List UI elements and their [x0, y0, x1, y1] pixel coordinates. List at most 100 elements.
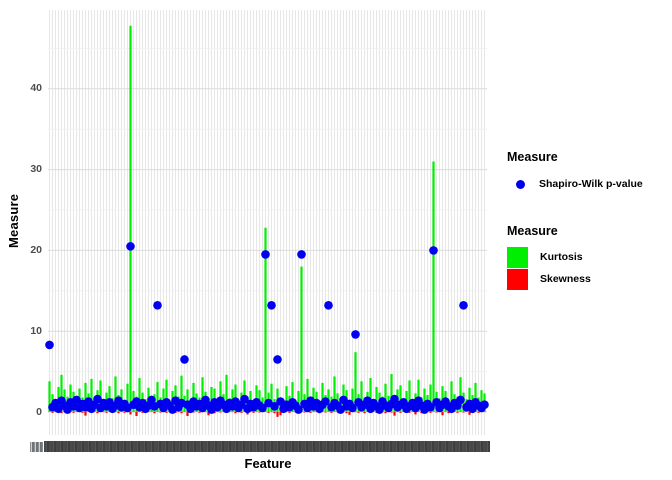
skewness-bar [219, 412, 222, 413]
kurtosis-bar [423, 388, 426, 412]
skewness-bar [180, 412, 183, 414]
kurtosis-bar [60, 374, 63, 412]
legend-fill: Measure [507, 224, 558, 238]
skewness-bar [240, 412, 243, 413]
shapiro-point [429, 246, 438, 255]
skewness-bar [198, 412, 201, 413]
legend-item-skewness: Skewness [540, 273, 591, 285]
skewness-bar [384, 412, 387, 414]
kurtosis-bar [474, 382, 477, 412]
kurtosis-bar [351, 388, 354, 412]
skewness-bar [288, 412, 291, 413]
shapiro-point [273, 355, 282, 364]
skewness-bar [153, 412, 156, 414]
y-tick-label: 30 [30, 163, 42, 176]
kurtosis-bar [264, 227, 267, 412]
legend-item-shapiro: Shapiro-Wilk p-value [539, 178, 643, 190]
x-axis-tick-labels-strip [44, 441, 490, 452]
skewness-bar [117, 412, 120, 414]
kurtosis-bar [300, 266, 303, 412]
kurtosis-bar [156, 382, 159, 412]
skewness-bar [252, 412, 255, 413]
shapiro-point [261, 250, 270, 259]
kurtosis-bar [306, 378, 309, 412]
kurtosis-bar [354, 352, 357, 412]
kurtosis-key-swatch [507, 247, 528, 268]
shapiro-point [147, 395, 156, 405]
skewness-bar [456, 412, 459, 413]
shapiro-point [426, 402, 435, 412]
skewness-bar [129, 412, 132, 415]
shapiro-point [480, 400, 489, 410]
shapiro-point [348, 403, 357, 413]
skewness-bar [279, 412, 282, 416]
kurtosis-bar [291, 382, 294, 412]
y-tick-label: 20 [30, 243, 42, 256]
shapiro-point-key-icon [516, 180, 525, 189]
legend-fill-title: Measure [507, 224, 558, 238]
shapiro-point [180, 355, 189, 364]
skewness-key-swatch [507, 269, 528, 290]
shapiro-point [459, 301, 468, 310]
shapiro-point [321, 397, 330, 406]
kurtosis-bar [429, 384, 432, 412]
skewness-bar [309, 412, 312, 413]
shapiro-point [258, 403, 267, 413]
kurtosis-bar [390, 374, 393, 412]
skewness-bar [135, 412, 138, 417]
legend-item-kurtosis: Kurtosis [540, 251, 583, 263]
kurtosis-bar [333, 376, 336, 412]
kurtosis-bar [201, 377, 204, 412]
skewness-bar [207, 412, 210, 416]
shapiro-point [267, 301, 276, 310]
skewness-bar [390, 412, 393, 413]
shapiro-point [270, 402, 279, 411]
skewness-bar [123, 412, 126, 413]
kurtosis-bar [408, 380, 411, 412]
kurtosis-bar [270, 383, 273, 412]
skewness-bar [276, 412, 279, 417]
skewness-bar [429, 412, 432, 413]
skewness-bar [186, 412, 189, 417]
skewness-bar [330, 412, 333, 413]
kurtosis-bar [165, 379, 168, 412]
kurtosis-bar [114, 376, 117, 412]
skewness-bar [393, 412, 396, 416]
kurtosis-bar [432, 161, 435, 412]
kurtosis-bar [321, 382, 324, 412]
kurtosis-bar [285, 386, 288, 412]
kurtosis-bar [225, 374, 228, 412]
skewness-bar [105, 412, 108, 413]
kurtosis-bar [459, 377, 462, 412]
kurtosis-bar [48, 381, 51, 412]
x-axis-title: Feature [244, 456, 292, 471]
skewness-bar [363, 412, 366, 414]
kurtosis-bar [480, 390, 483, 412]
kurtosis-bar [129, 25, 132, 412]
skewness-bar [324, 412, 327, 413]
skewness-bar [399, 412, 402, 413]
shapiro-point [351, 330, 360, 339]
skewness-bar [60, 412, 63, 414]
shapiro-point [297, 250, 306, 259]
skewness-bar [96, 412, 99, 414]
skewness-bar [441, 412, 444, 416]
kurtosis-bar [297, 390, 300, 412]
shapiro-point [45, 340, 54, 350]
skewness-bar [72, 412, 75, 413]
kurtosis-bar [450, 381, 453, 412]
legend-shape-title: Measure [507, 150, 558, 164]
kurtosis-bar [369, 378, 372, 412]
skewness-bar [303, 412, 306, 413]
shapiro-point [240, 394, 249, 404]
skewness-bar [462, 412, 465, 413]
kurtosis-bar [375, 386, 378, 412]
shapiro-point [324, 301, 333, 310]
skewness-bar [51, 412, 54, 413]
kurtosis-bar [126, 383, 129, 412]
skewness-bar [84, 412, 87, 416]
shapiro-point [294, 405, 303, 414]
kurtosis-bar [399, 385, 402, 412]
skewness-bar [477, 412, 480, 413]
